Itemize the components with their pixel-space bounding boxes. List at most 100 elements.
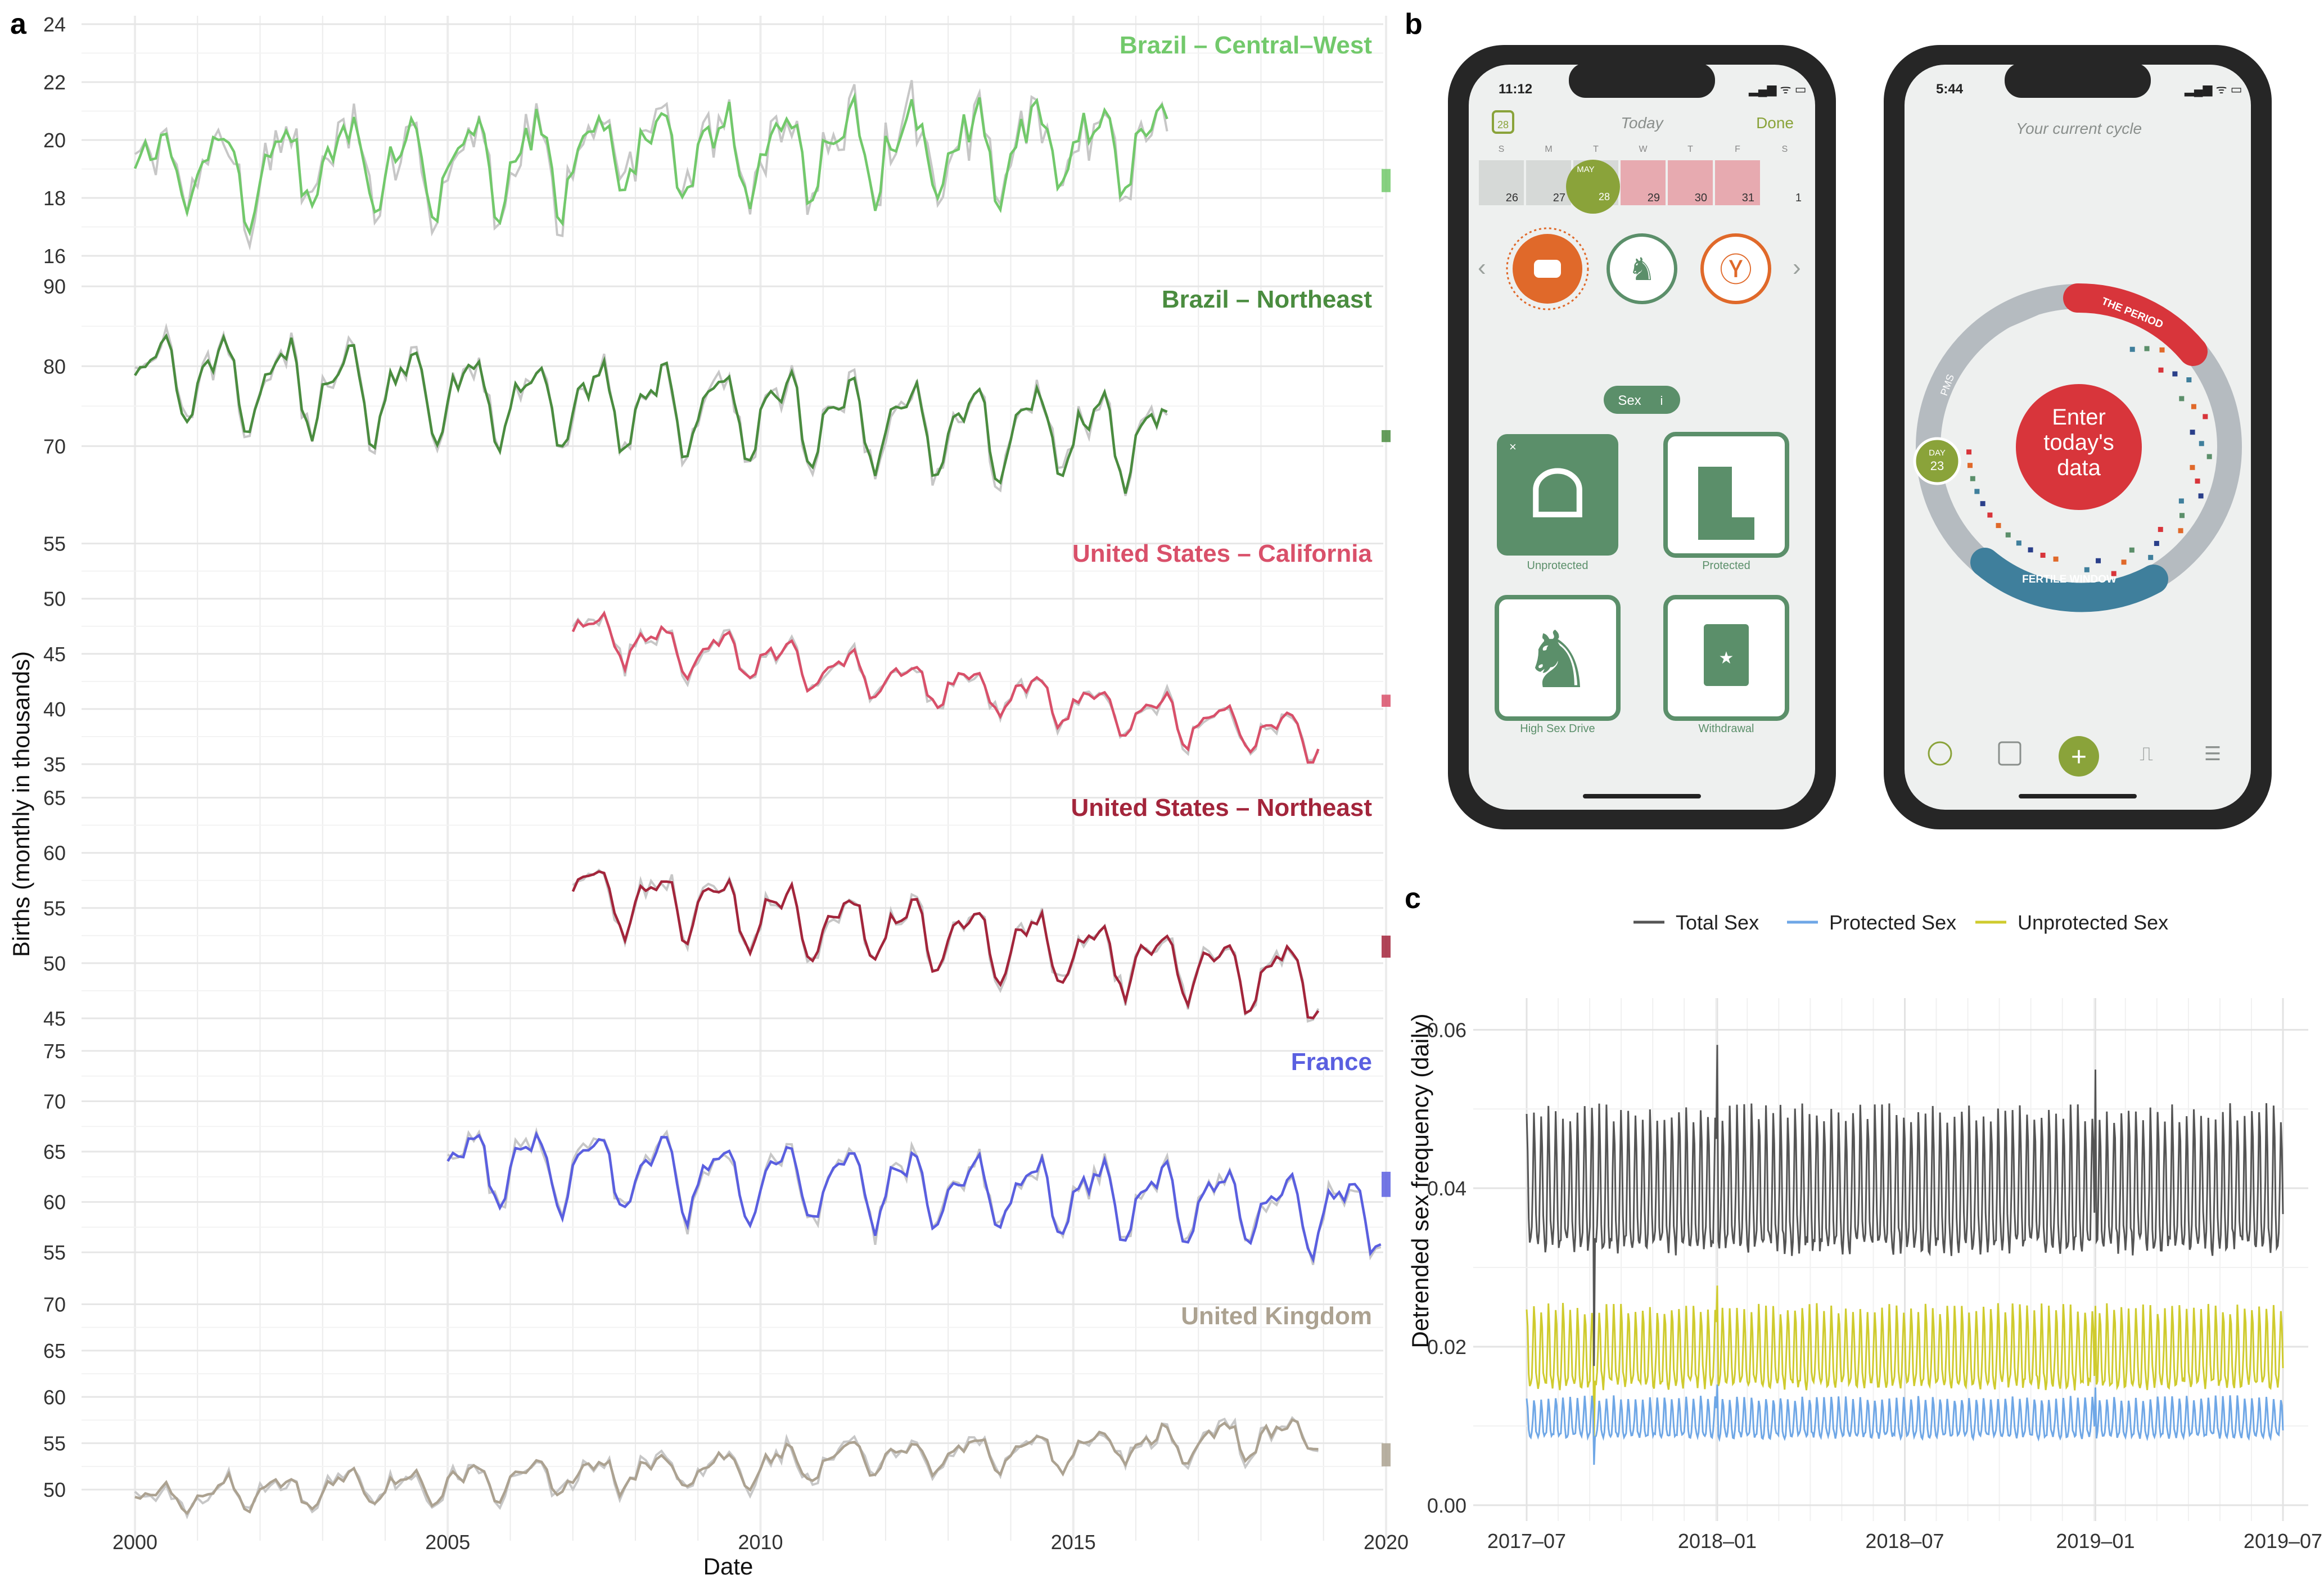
symptom-dot: [1996, 523, 2001, 528]
tab-list-icon[interactable]: ☰: [2204, 743, 2221, 765]
panel-a-y-tick: 20: [43, 129, 66, 152]
category-next-chevron-icon[interactable]: ›: [1793, 254, 1801, 281]
weekday-label: M: [1545, 145, 1552, 154]
panel-c-grid: [1473, 998, 2308, 1521]
panel-a-y-tick: 70: [43, 1090, 66, 1113]
symptom-dot: [2122, 559, 2127, 565]
panel-a-y-tick: 50: [43, 952, 66, 975]
tile-protected-label: Protected: [1702, 559, 1750, 572]
symptom-dot: [2190, 430, 2195, 435]
symptom-dot: [2028, 547, 2033, 552]
panel-c-x-tick: 2018–01: [1678, 1529, 1757, 1553]
symptom-dot: [1974, 489, 1979, 494]
category-sex-button[interactable]: ♞: [1608, 235, 1676, 303]
selected-day-bubble[interactable]: MAY 28: [1566, 160, 1620, 214]
date-label: 26: [1506, 192, 1518, 204]
symptom-dot: [2199, 493, 2204, 498]
status-time: 11:12: [1499, 82, 1532, 97]
status-icons-right: ▂▄▆ ᯤ ▭: [2184, 82, 2242, 97]
category-chip-label: Sex: [1618, 393, 1641, 408]
symptom-dot: [2145, 346, 2150, 351]
panel-a-y-tick: 80: [43, 355, 66, 378]
observed-series-line: [135, 1418, 1319, 1516]
pad-icon: [1534, 260, 1561, 278]
enter-data-button[interactable]: Enter today's data: [2016, 384, 2142, 510]
panel-c-x-tick: 2019–07: [2244, 1529, 2322, 1553]
panel-c: c Total Sex Protected Sex Unprotected Sex …: [1405, 882, 2322, 1553]
panel-label-c: c: [1405, 882, 1421, 915]
home-indicator-right: [2019, 794, 2137, 798]
panel-a-x-tick: 2010: [738, 1531, 783, 1554]
symptom-dot: [2096, 558, 2101, 563]
symptom-dot: [2158, 527, 2163, 532]
facet-title: United States – Northeast: [1071, 794, 1373, 822]
symptom-dot: [2084, 567, 2090, 572]
tile-withdrawal[interactable]: ★ Withdrawal: [1666, 597, 1787, 735]
panel-a-y-tick: 75: [43, 1040, 66, 1063]
cycle-header: Your current cycle: [2016, 120, 2142, 137]
panel-label-b: b: [1405, 8, 1423, 40]
category-chip[interactable]: Sex i: [1604, 386, 1680, 414]
model-series-line: [573, 872, 1319, 1018]
panel-a: a 16 18 20 22 24 70 80 90 35 40 45 50 55 45 50 55 60 65 55…: [8, 8, 1409, 1580]
panel-c-x-tick: 2017–07: [1487, 1529, 1566, 1553]
symptom-dot: [2195, 479, 2200, 484]
panel-a-y-tick: 40: [43, 698, 66, 721]
tab-chart-icon[interactable]: ⎍: [2140, 743, 2153, 765]
category-prev-chevron-icon[interactable]: ‹: [1478, 254, 1486, 281]
symptom-dot: [2203, 414, 2208, 419]
calendar-icon-day: 28: [1497, 119, 1509, 130]
panel-c-legend: Total Sex Protected Sex Unprotected Sex: [1633, 911, 2168, 934]
symptom-dot: [2041, 553, 2046, 558]
tile-high-sex-drive-label: High Sex Drive: [1520, 723, 1595, 735]
symptom-dot: [1970, 476, 1975, 481]
enter-data-line-1: Enter: [2052, 405, 2106, 430]
done-button[interactable]: Done: [1756, 114, 1794, 132]
symptom-dot: [1980, 501, 1985, 506]
panel-c-x-tick: 2018–07: [1865, 1529, 1944, 1553]
date-label: 1: [1795, 192, 1802, 204]
panel-a-x-axis-label: Date: [703, 1553, 753, 1580]
phone-right-notch: [2005, 63, 2151, 98]
phone-left-notch: [1569, 63, 1715, 98]
person-icon: Ⓨ: [1720, 252, 1752, 288]
symptom-dot: [2207, 454, 2212, 459]
symptom-dot: [2172, 371, 2177, 376]
panel-a-y-axis-label: Births (monthly in thousands): [8, 651, 34, 957]
panel-a-y-tick: 90: [43, 275, 66, 298]
panel-a-y-tick: 16: [43, 245, 66, 268]
panel-a-y-tick: 60: [43, 1191, 66, 1214]
panel-a-y-tick: 65: [43, 1140, 66, 1163]
fertile-label: FERTILE WINDOW: [2022, 574, 2117, 585]
panel-a-x-ticks: 2000 2005 2010 2015 2020: [112, 1531, 1409, 1554]
tile-unprotected[interactable]: × ᗝ Unprotected: [1497, 434, 1618, 572]
model-series-line: [573, 613, 1319, 762]
symptom-dot: [2179, 396, 2184, 401]
weekday-label: S: [1499, 145, 1505, 154]
panel-a-x-tick: 2015: [1051, 1531, 1096, 1554]
phone-right: 5:44 ▂▄▆ ᯤ ▭ Your current cycle THE PERI…: [1884, 45, 2272, 829]
symptom-dot: [2154, 541, 2159, 546]
forecast-interval-bar: [1382, 430, 1391, 442]
panel-a-y-tick: 60: [43, 1386, 66, 1409]
category-activity-button[interactable]: Ⓨ: [1702, 235, 1770, 303]
symptom-dot: [2186, 377, 2191, 382]
panel-a-y-tick: 45: [43, 643, 66, 666]
weekday-label: S: [1782, 145, 1788, 154]
symptom-dot: [2190, 465, 2195, 470]
facet-title: Brazil – Central–West: [1120, 31, 1372, 59]
forecast-interval-bar: [1382, 169, 1391, 192]
weekday-label: T: [1687, 145, 1693, 154]
tile-protected[interactable]: Protected: [1666, 434, 1787, 572]
legend-label: Total Sex: [1676, 911, 1759, 934]
panel-label-a: a: [10, 8, 27, 40]
symptom-dot: [2006, 532, 2011, 538]
tile-high-sex-drive[interactable]: ♞ High Sex Drive: [1497, 597, 1618, 735]
symptom-dot: [1987, 512, 1992, 517]
panel-a-x-tick: 2000: [112, 1531, 157, 1554]
date-label: 31: [1742, 192, 1754, 204]
panel-a-y-tick: 55: [43, 1432, 66, 1455]
panel-a-y-tick: 24: [43, 13, 66, 36]
observed-series-line: [573, 613, 1319, 760]
panel-a-y-tick: 45: [43, 1007, 66, 1030]
